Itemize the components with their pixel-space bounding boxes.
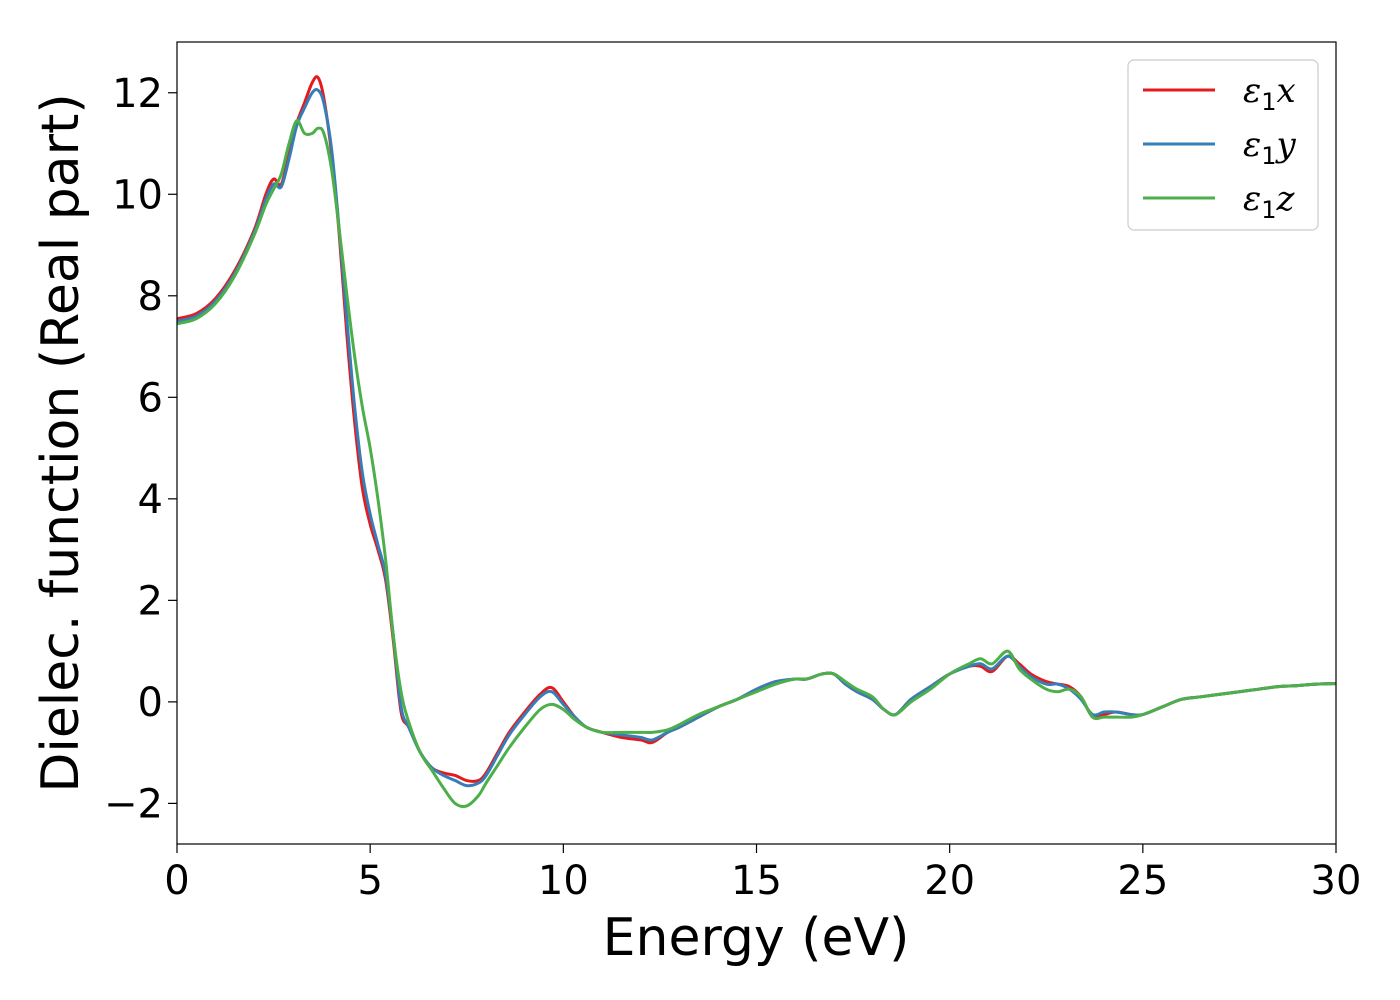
y-tick-label: 12 <box>112 71 163 117</box>
x-tick-label: 10 <box>538 858 589 904</box>
legend: ε1x ε1y ε1z <box>1127 59 1319 231</box>
x-axis-ticks: 0 5 10 15 20 25 30 <box>164 844 1361 904</box>
series-layer <box>176 75 1337 808</box>
y-tick-label: 2 <box>138 578 163 624</box>
y-axis-label: Dielec. function (Real part) <box>31 93 91 792</box>
legend-label-x: ε1x <box>1243 71 1296 116</box>
x-tick-label: 30 <box>1311 858 1362 904</box>
x-tick-label: 0 <box>164 858 189 904</box>
y-axis-ticks: −2 0 2 4 6 8 10 12 <box>104 71 177 827</box>
series-line-z <box>176 119 1337 808</box>
y-tick-label: 8 <box>138 274 163 320</box>
y-tick-label: 6 <box>138 375 163 421</box>
legend-label-y: ε1y <box>1243 125 1297 170</box>
x-tick-label: 5 <box>357 858 382 904</box>
y-tick-label: 4 <box>138 477 163 523</box>
x-axis-label: Energy (eV) <box>603 908 910 968</box>
legend-label-z: ε1z <box>1243 179 1296 224</box>
y-tick-label: −2 <box>104 781 163 827</box>
x-tick-label: 25 <box>1117 858 1168 904</box>
legend-box <box>1127 59 1319 231</box>
x-tick-label: 15 <box>731 858 782 904</box>
y-tick-label: 0 <box>138 680 163 726</box>
y-tick-label: 10 <box>112 172 163 218</box>
x-tick-label: 20 <box>924 858 975 904</box>
